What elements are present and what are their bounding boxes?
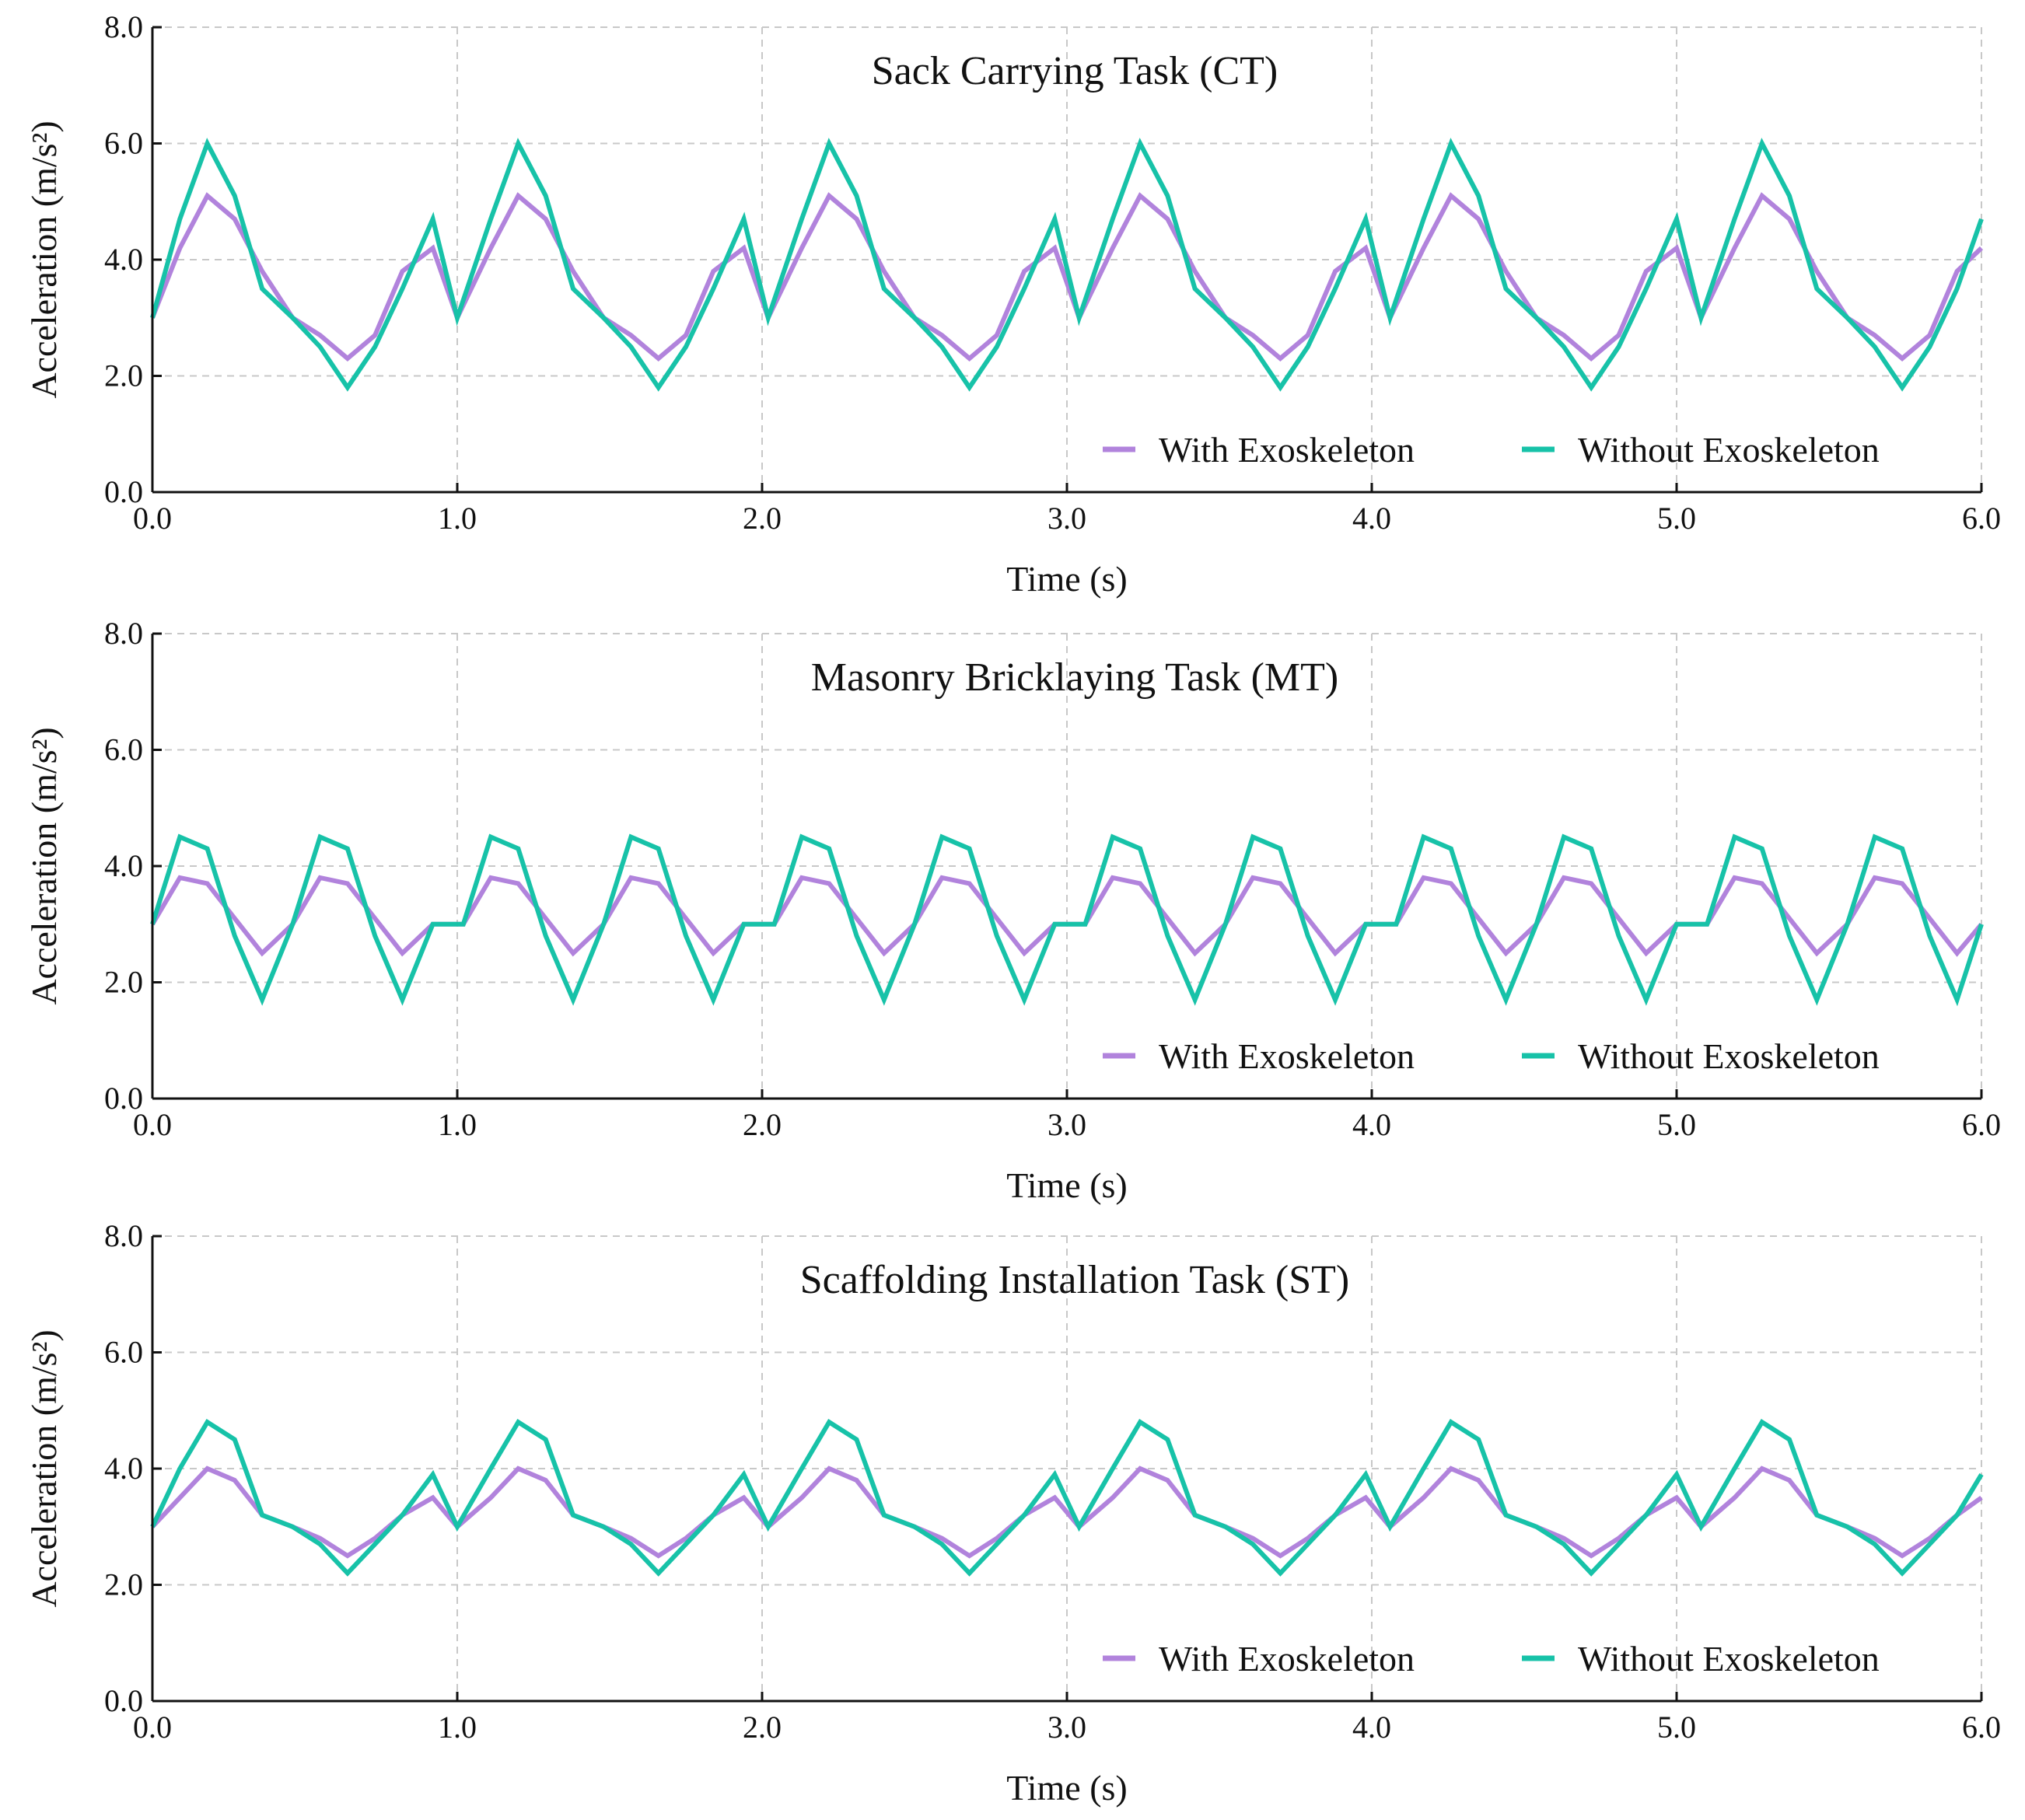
x-axis-label: Time (s) — [1006, 1768, 1128, 1808]
y-axis-label: Acceleration (m/s²) — [24, 121, 64, 398]
grid — [152, 1235, 1982, 1701]
x-tick-label: 0.0 — [133, 1710, 172, 1745]
x-tick-label: 1.0 — [438, 1107, 477, 1142]
panel-3: 0.0 1.0 2.0 3.0 4.0 5.0 6.0 0.0 2.0 4.0 6.0 8.0 Scaf… — [24, 1218, 2001, 1808]
y-tick-label: 0.0 — [104, 474, 143, 509]
legend-label: With Exoskeleton — [1159, 1036, 1415, 1076]
y-axis-label: Acceleration (m/s²) — [24, 1329, 64, 1607]
series-line-without-exoskeleton — [150, 833, 1984, 1007]
x-tick-label: 6.0 — [1962, 501, 2001, 536]
chart-title: Scaffolding Installation Task (ST) — [800, 1258, 1349, 1302]
x-tick-label: 6.0 — [1962, 1107, 2001, 1142]
x-tick-label: 4.0 — [1352, 1107, 1391, 1142]
y-tick-label: 8.0 — [104, 616, 143, 651]
legend-label: With Exoskeleton — [1159, 1639, 1415, 1679]
x-tick-label: 0.0 — [133, 1107, 172, 1142]
panel-2: 0.0 1.0 2.0 3.0 4.0 5.0 6.0 0.0 2.0 4.0 6.0 8.0 Maso… — [24, 616, 2001, 1205]
x-tick-label: 3.0 — [1047, 1107, 1086, 1142]
panel-1: 0.0 1.0 2.0 3.0 4.0 5.0 6.0 0.0 2.0 4.0 6.0 8.0 Sack… — [24, 9, 2001, 599]
x-tick-label: 5.0 — [1657, 1710, 1696, 1745]
y-tick-label: 6.0 — [104, 126, 143, 161]
x-tick-label: 6.0 — [1962, 1710, 2001, 1745]
y-axis-label: Acceleration (m/s²) — [24, 727, 64, 1004]
y-tick-label: 8.0 — [104, 1218, 143, 1253]
x-tick-label: 5.0 — [1657, 501, 1696, 536]
x-tick-label: 3.0 — [1047, 1710, 1086, 1745]
y-tick-label: 4.0 — [104, 1451, 143, 1486]
x-tick-label: 3.0 — [1047, 501, 1086, 536]
x-tick-label: 1.0 — [438, 501, 477, 536]
x-axis-label: Time (s) — [1006, 1165, 1128, 1205]
x-tick-label: 4.0 — [1352, 501, 1391, 536]
legend-label: Without Exoskeleton — [1578, 1639, 1880, 1679]
x-tick-label: 1.0 — [438, 1710, 477, 1745]
legend-label: Without Exoskeleton — [1578, 1036, 1880, 1076]
y-tick-label: 4.0 — [104, 848, 143, 883]
y-tick-label: 8.0 — [104, 9, 143, 44]
x-axis-label: Time (s) — [1006, 559, 1128, 599]
x-tick-label: 4.0 — [1352, 1710, 1391, 1745]
legend-label: Without Exoskeleton — [1578, 430, 1880, 470]
series-line-without-exoskeleton — [150, 138, 1984, 392]
chart-title: Sack Carrying Task (CT) — [872, 49, 1278, 93]
x-tick-label: 5.0 — [1657, 1107, 1696, 1142]
grid — [152, 633, 1982, 1099]
x-tick-label: 0.0 — [133, 501, 172, 536]
x-tick-label: 2.0 — [743, 501, 782, 536]
y-tick-label: 0.0 — [104, 1683, 143, 1718]
legend: With Exoskeleton Without Exoskeleton — [1103, 430, 1880, 470]
legend-label: With Exoskeleton — [1159, 430, 1415, 470]
x-tick-label: 2.0 — [743, 1710, 782, 1745]
y-tick-label: 6.0 — [104, 732, 143, 767]
chart-title: Masonry Bricklaying Task (MT) — [811, 655, 1339, 700]
y-tick-label: 4.0 — [104, 242, 143, 277]
y-tick-label: 2.0 — [104, 1567, 143, 1602]
legend: With Exoskeleton Without Exoskeleton — [1103, 1639, 1880, 1679]
y-tick-label: 0.0 — [104, 1081, 143, 1116]
y-tick-label: 6.0 — [104, 1335, 143, 1370]
x-tick-label: 2.0 — [743, 1107, 782, 1142]
series-line-without-exoskeleton — [150, 1419, 1984, 1577]
y-tick-label: 2.0 — [104, 965, 143, 1000]
legend: With Exoskeleton Without Exoskeleton — [1103, 1036, 1880, 1076]
y-tick-label: 2.0 — [104, 358, 143, 393]
